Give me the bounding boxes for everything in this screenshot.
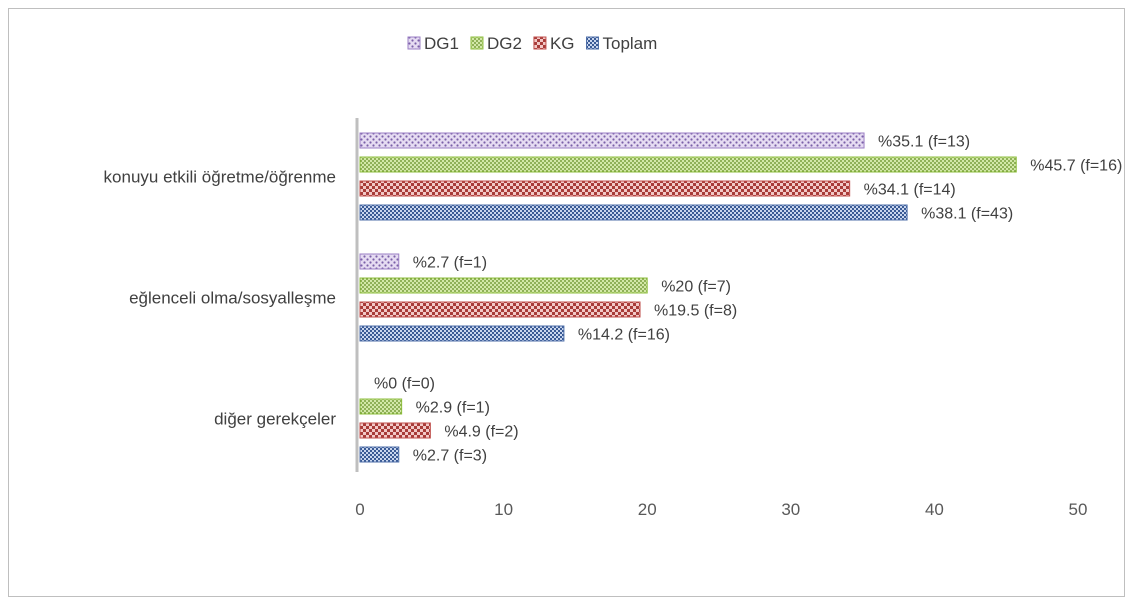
legend: DG1 DG2 KG Toplam <box>407 34 658 53</box>
bar-dg1 <box>359 132 865 149</box>
x-tick-label: 20 <box>638 500 657 519</box>
bars <box>359 132 1017 463</box>
bar-dg2 <box>359 398 403 415</box>
legend-label-dg2: DG2 <box>487 34 522 53</box>
bar-dg2 <box>359 156 1017 173</box>
data-label-kg: %4.9 (f=2) <box>444 424 518 441</box>
category-label: eğlenceli olma/sosyalleşme <box>129 289 336 308</box>
data-label-dg2: %20 (f=7) <box>661 279 731 296</box>
data-label-dg2: %2.9 (f=1) <box>416 400 490 417</box>
bar-kg <box>359 301 641 318</box>
x-tick-label: 0 <box>355 500 364 519</box>
legend-swatch-toplam <box>586 36 599 50</box>
bar-toplam <box>359 446 400 463</box>
data-label-toplam: %38.1 (f=43) <box>921 206 1013 223</box>
data-labels: %35.1 (f=13) %2.7 (f=1) %0 (f=0) %45.7 (f=1… <box>374 134 1122 465</box>
data-label-kg: %34.1 (f=14) <box>864 182 956 199</box>
legend-label-toplam: Toplam <box>603 34 658 53</box>
category-label: diğer gerekçeler <box>214 410 336 429</box>
x-tick-label: 40 <box>925 500 944 519</box>
bar-dg1 <box>359 253 400 270</box>
x-axis: 0 10 20 30 40 50 <box>355 500 1087 519</box>
bar-kg <box>359 180 851 197</box>
legend-label-dg1: DG1 <box>424 34 459 53</box>
data-label-toplam: %14.2 (f=16) <box>578 327 670 344</box>
data-label-dg1: %0 (f=0) <box>374 376 435 393</box>
data-label-toplam: %2.7 (f=3) <box>413 448 487 465</box>
data-label-dg1: %2.7 (f=1) <box>413 255 487 272</box>
legend-label-kg: KG <box>550 34 575 53</box>
data-label-dg2: %45.7 (f=16) <box>1030 158 1122 175</box>
bar-kg <box>359 422 431 439</box>
data-label-kg: %19.5 (f=8) <box>654 303 737 320</box>
bar-toplam <box>359 325 565 342</box>
x-tick-label: 30 <box>781 500 800 519</box>
legend-swatch-dg2 <box>470 36 484 50</box>
bar-dg2 <box>359 277 648 294</box>
category-label: konuyu etkili öğretme/öğrenme <box>104 168 336 187</box>
bar-toplam <box>359 204 908 221</box>
category-axis: konuyu etkili öğretme/öğrenme eğlenceli o… <box>104 118 359 472</box>
x-tick-label: 50 <box>1069 500 1088 519</box>
x-tick-label: 10 <box>494 500 513 519</box>
legend-swatch-dg1 <box>407 36 421 50</box>
data-label-dg1: %35.1 (f=13) <box>878 134 970 151</box>
legend-swatch-kg <box>533 36 547 50</box>
